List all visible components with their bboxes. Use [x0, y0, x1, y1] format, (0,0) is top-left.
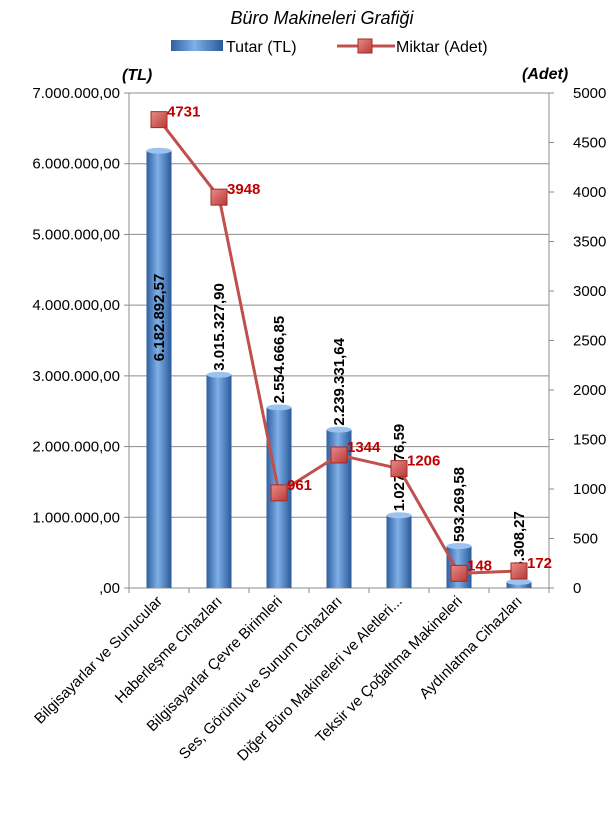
line-data-label: 148 [467, 557, 492, 574]
bar-top-cap [326, 426, 352, 433]
legend-line-label: Miktar (Adet) [396, 39, 488, 56]
bar [206, 374, 232, 588]
left-tick-label: ,00 [99, 580, 120, 597]
line-data-label: 3948 [227, 181, 260, 198]
line-marker [330, 446, 348, 464]
bar [506, 581, 532, 588]
left-axis: ,00 1.000.000,00 2.000.000,00 3.000.000,00 4… [32, 85, 129, 597]
line-marker [270, 484, 288, 502]
left-axis-unit: (TL) [122, 67, 152, 84]
legend-bar-label: Tutar (TL) [226, 39, 297, 56]
bar-data-labels: 6.182.892,57 3.015.327,90 2.554.666,85 2.23… [151, 274, 528, 578]
line-marker [450, 564, 468, 582]
line-marker [390, 460, 408, 478]
line-data-label: 4731 [167, 104, 200, 121]
left-tick-label: 6.000.000,00 [32, 156, 120, 173]
legend: Tutar (TL) Miktar (Adet) [171, 38, 488, 56]
right-tick-label: 4500 [573, 135, 606, 152]
right-tick-label: 1500 [573, 432, 606, 449]
right-tick-label: 3000 [573, 283, 606, 300]
bar-data-label: 3.015.327,90 [211, 283, 228, 371]
right-tick-label: 0 [573, 580, 581, 597]
legend-bar-swatch [171, 40, 223, 51]
line-data-label: 1206 [407, 453, 440, 470]
bar-top-cap [146, 147, 172, 154]
bar-data-label: 6.182.892,57 [151, 274, 168, 362]
left-tick-label: 3.000.000,00 [32, 368, 120, 385]
line-data-label: 961 [287, 477, 312, 494]
bar-series [146, 147, 532, 588]
line-series [150, 111, 528, 582]
bar-data-label: 593.269,58 [451, 467, 468, 542]
gridlines [128, 92, 550, 593]
bar-top-cap [446, 543, 472, 550]
left-tick-label: 4.000.000,00 [32, 297, 120, 314]
bar-top-cap [266, 404, 292, 411]
category-label: Haberleşme Cihazları [112, 593, 226, 707]
right-tick-label: 500 [573, 531, 598, 548]
bar-data-label: 2.239.331,64 [331, 337, 348, 425]
bar [386, 515, 412, 588]
right-tick-label: 2000 [573, 382, 606, 399]
right-axis-unit: (Adet) [522, 66, 568, 83]
line-marker [210, 188, 228, 206]
line-data-label: 1344 [347, 439, 381, 456]
chart-title: Büro Makineleri Grafiği [230, 8, 414, 28]
bar-top-cap [386, 512, 412, 519]
line-marker [150, 111, 168, 129]
left-tick-label: 1.000.000,00 [32, 509, 120, 526]
left-tick-label: 5.000.000,00 [32, 226, 120, 243]
right-axis: 0 500 1000 1500 2000 2500 3000 3500 4000 4500 5000 [549, 85, 606, 597]
category-label: Aydınlatma Cihazları [416, 593, 526, 703]
right-tick-label: 4000 [573, 184, 606, 201]
bar-data-label: 2.554.666,85 [271, 316, 288, 404]
right-tick-label: 3500 [573, 234, 606, 251]
legend-line-marker [357, 38, 373, 54]
line-marker [510, 562, 528, 580]
right-tick-label: 2500 [573, 333, 606, 350]
bar [146, 150, 172, 588]
right-tick-label: 1000 [573, 481, 606, 498]
left-tick-label: 2.000.000,00 [32, 439, 120, 456]
bar-top-cap [506, 578, 532, 585]
left-tick-label: 7.000.000,00 [32, 85, 120, 102]
right-tick-label: 5000 [573, 85, 606, 102]
bar-data-label: 86.308,27 [511, 511, 528, 578]
line-data-labels: 4731 3948 961 1344 1206 148 172 [167, 104, 552, 575]
bar-top-cap [206, 371, 232, 378]
line-data-label: 172 [527, 555, 552, 572]
